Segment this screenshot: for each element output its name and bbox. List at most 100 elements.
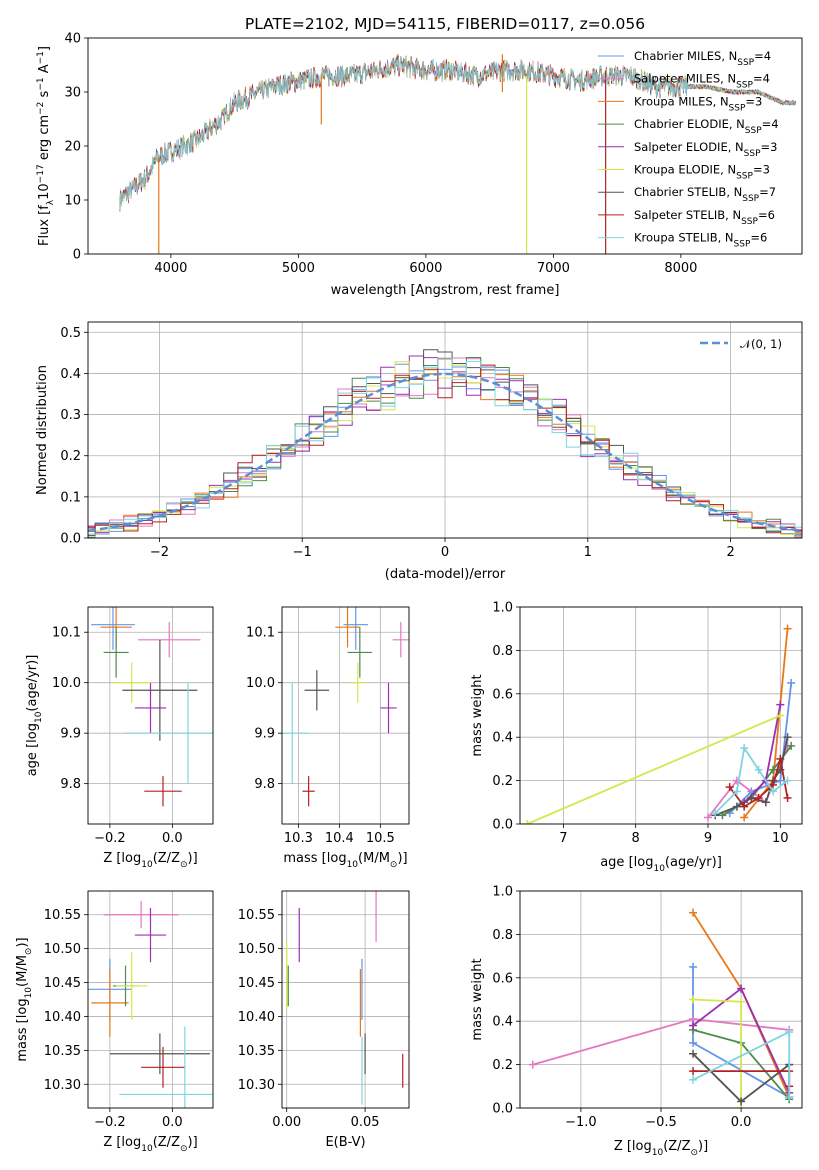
y-tick-label: 10.1 xyxy=(52,626,81,641)
series-marker xyxy=(740,802,749,811)
y-tick-label: 10.0 xyxy=(246,676,275,691)
x-tick-label: 0.0 xyxy=(162,1115,183,1130)
x-tick-label: 7 xyxy=(559,831,567,846)
legend-label: Kroupa MILES, NSSP=3 xyxy=(634,94,762,113)
legend-label: Chabrier STELIB, NSSP=7 xyxy=(634,185,776,204)
series-marker xyxy=(689,908,698,917)
y-tick-label: 40 xyxy=(64,32,81,47)
series-marker xyxy=(689,1075,698,1084)
series-line xyxy=(526,714,781,824)
x-tick-label: −0.5 xyxy=(645,1115,677,1130)
series-line xyxy=(714,745,789,814)
y-tick-label: 10.1 xyxy=(246,626,275,641)
series-marker xyxy=(783,776,792,785)
series-marker xyxy=(783,733,792,742)
y-tick-label: 10 xyxy=(64,194,81,209)
x-axis-label: age [log10(age/yr)] xyxy=(600,855,722,874)
mass-weight-vs-age-panel: 7 8 9 10 0.0 0.2 0.4 0.6 0.8 1.0 age [log10(age/yr… xyxy=(470,601,803,874)
series-marker xyxy=(732,802,741,811)
y-tick-label: 10.45 xyxy=(238,976,275,991)
y-tick-label: 0.8 xyxy=(492,928,513,943)
series-marker xyxy=(761,798,770,807)
x-axis-label: E(B-V) xyxy=(325,1135,365,1150)
y-tick-label: 0.0 xyxy=(492,1102,513,1117)
x-tick-label: 0.05 xyxy=(351,1115,380,1130)
series-marker xyxy=(689,1038,698,1047)
series-line xyxy=(729,682,793,814)
y-tick-label: 10.50 xyxy=(238,942,275,957)
legend-label: Kroupa ELODIE, NSSP=3 xyxy=(634,163,770,182)
series-marker xyxy=(689,1067,698,1076)
series-marker xyxy=(737,997,746,1006)
grid xyxy=(88,891,213,1108)
series-line xyxy=(728,758,789,808)
y-tick-label: 20 xyxy=(64,140,81,155)
series-marker xyxy=(776,700,785,709)
y-tick-label: 10.30 xyxy=(44,1078,81,1093)
histogram-step xyxy=(88,357,802,535)
series-line xyxy=(692,998,742,1108)
x-axis-label: mass [log10(M/M⊙)] xyxy=(283,851,407,870)
series-marker xyxy=(787,741,796,750)
x-tick-label: −2 xyxy=(150,545,169,560)
y-tick-label: 0.2 xyxy=(60,449,81,464)
x-tick-label: 0.0 xyxy=(731,1115,752,1130)
grid xyxy=(282,607,409,824)
axes-frame xyxy=(87,890,214,1109)
series-marker xyxy=(785,1028,794,1037)
y-tick-label: 0.2 xyxy=(492,774,513,789)
grid xyxy=(520,606,802,825)
x-tick-label: 2 xyxy=(726,545,734,560)
y-tick-label: 0.0 xyxy=(492,818,513,833)
grid xyxy=(88,607,213,824)
legend-label: Salpeter STELIB, NSSP=6 xyxy=(634,208,775,227)
series-marker xyxy=(740,813,749,822)
age-vs-mass-panel: 10.3 10.4 10.5 9.8 9.9 10.0 10.1 mass [log10(M/… xyxy=(246,606,410,870)
series-marker xyxy=(689,995,698,1004)
y-tick-label: 1.0 xyxy=(492,885,513,900)
series-marker xyxy=(737,1097,746,1106)
axes-frame xyxy=(519,606,803,825)
y-tick-label: 10.0 xyxy=(52,676,81,691)
y-tick-label: 10.55 xyxy=(44,908,81,923)
x-tick-label: 10.4 xyxy=(325,831,354,846)
mass-vs-ebv-panel: 0.00 0.05 10.30 10.35 10.40 10.45 10.50 10.55 E(… xyxy=(238,890,410,1150)
series-marker xyxy=(704,813,712,822)
series-marker xyxy=(737,984,746,993)
y-tick-label: 10.35 xyxy=(238,1044,275,1059)
series-marker xyxy=(725,783,734,792)
x-tick-label: −0.2 xyxy=(94,831,126,846)
legend-label: Kroupa STELIB, NSSP=6 xyxy=(634,231,767,250)
y-tick-label: 0.2 xyxy=(492,1058,513,1073)
y-tick-label: 10.55 xyxy=(238,908,275,923)
series-marker xyxy=(783,793,792,802)
series-marker xyxy=(689,962,698,971)
series-marker xyxy=(747,793,756,802)
spectrum-line xyxy=(119,56,796,210)
y-axis-label: Flux [fλ10−17 erg cm−2 s−1 A−1] xyxy=(36,46,56,246)
series-marker xyxy=(776,776,785,785)
series-marker xyxy=(732,787,741,796)
legend: Chabrier MILES, NSSP=4 Salpeter MILES, NS… xyxy=(598,49,779,250)
y-tick-label: 10.50 xyxy=(44,942,81,957)
series-marker xyxy=(711,809,720,818)
series-marker xyxy=(769,765,778,774)
axes-frame xyxy=(87,37,803,255)
age-vs-z-panel: −0.2 0.0 9.8 9.9 10.0 10.1 Z [log10(Z/Z⊙)] age … xyxy=(25,606,214,870)
y-tick-label: 0.4 xyxy=(492,731,513,746)
y-tick-label: 0.8 xyxy=(492,644,513,659)
series-marker xyxy=(754,765,763,774)
y-tick-label: 10.35 xyxy=(44,1044,81,1059)
histogram-step xyxy=(88,358,802,534)
y-tick-label: 9.9 xyxy=(254,727,275,742)
x-tick-label: 7000 xyxy=(537,261,570,276)
x-tick-label: 5000 xyxy=(282,261,315,276)
y-tick-label: 1.0 xyxy=(492,601,513,616)
y-tick-label: 10.30 xyxy=(238,1078,275,1093)
x-tick-label: 0 xyxy=(441,545,449,560)
series-marker xyxy=(776,754,785,763)
axes-frame xyxy=(281,606,410,825)
grid xyxy=(282,891,409,1108)
axes-frame xyxy=(87,321,803,539)
y-tick-label: 10.45 xyxy=(44,976,81,991)
